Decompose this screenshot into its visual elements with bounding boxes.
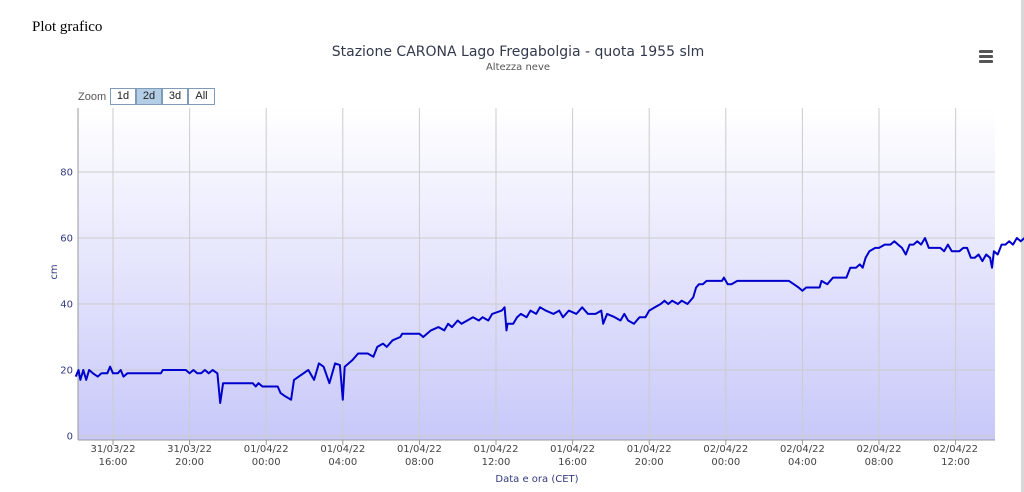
x-tick-time-label: 16:00 <box>558 457 587 468</box>
x-tick-time-label: 08:00 <box>865 457 894 468</box>
x-tick-date-label: 31/03/22 <box>167 444 212 455</box>
x-tick-date-label: 01/04/22 <box>320 444 365 455</box>
x-tick-date-label: 01/04/22 <box>627 444 672 455</box>
y-tick-label: 0 <box>67 432 73 443</box>
y-tick-label: 20 <box>60 366 73 377</box>
page-border <box>1021 0 1024 492</box>
x-axis-label: Data e ora (CET) <box>495 474 578 485</box>
x-tick-time-label: 16:00 <box>99 457 128 468</box>
x-tick-time-label: 00:00 <box>252 457 281 468</box>
x-tick-date-label: 01/04/22 <box>244 444 289 455</box>
y-axis-label: cm <box>49 264 60 279</box>
chart-title: Stazione CARONA Lago Fregabolgia - quota… <box>331 44 705 60</box>
x-tick-time-label: 04:00 <box>788 457 817 468</box>
y-tick-label: 60 <box>60 234 73 245</box>
x-tick-time-label: 12:00 <box>482 457 511 468</box>
x-tick-date-label: 01/04/22 <box>550 444 595 455</box>
x-tick-date-label: 02/04/22 <box>933 444 978 455</box>
plot-area <box>78 108 995 440</box>
x-tick-date-label: 01/04/22 <box>397 444 442 455</box>
zoom-all-button[interactable]: All <box>188 88 215 105</box>
page-heading: Plot grafico <box>32 19 103 35</box>
zoom-2d-button[interactable]: 2d <box>136 88 162 105</box>
x-tick-time-label: 08:00 <box>405 457 434 468</box>
y-tick-label: 80 <box>60 168 73 179</box>
x-tick-date-label: 02/04/22 <box>857 444 902 455</box>
chart-subtitle: Altezza neve <box>485 62 551 73</box>
zoom-3d-button[interactable]: 3d <box>162 88 188 105</box>
x-tick-date-label: 02/04/22 <box>703 444 748 455</box>
x-tick-date-label: 31/03/22 <box>91 444 136 455</box>
x-tick-date-label: 02/04/22 <box>780 444 825 455</box>
snow-height-series-line <box>74 237 1024 404</box>
hamburger-menu-icon[interactable] <box>979 50 993 63</box>
x-tick-time-label: 20:00 <box>635 457 664 468</box>
x-tick-date-label: 01/04/22 <box>474 444 519 455</box>
x-tick-time-label: 04:00 <box>328 457 357 468</box>
x-tick-time-label: 12:00 <box>941 457 970 468</box>
x-tick-time-label: 20:00 <box>175 457 204 468</box>
zoom-1d-button[interactable]: 1d <box>110 88 136 105</box>
x-tick-time-label: 00:00 <box>711 457 740 468</box>
zoom-label: Zoom <box>78 91 107 103</box>
y-tick-label: 40 <box>60 300 73 311</box>
